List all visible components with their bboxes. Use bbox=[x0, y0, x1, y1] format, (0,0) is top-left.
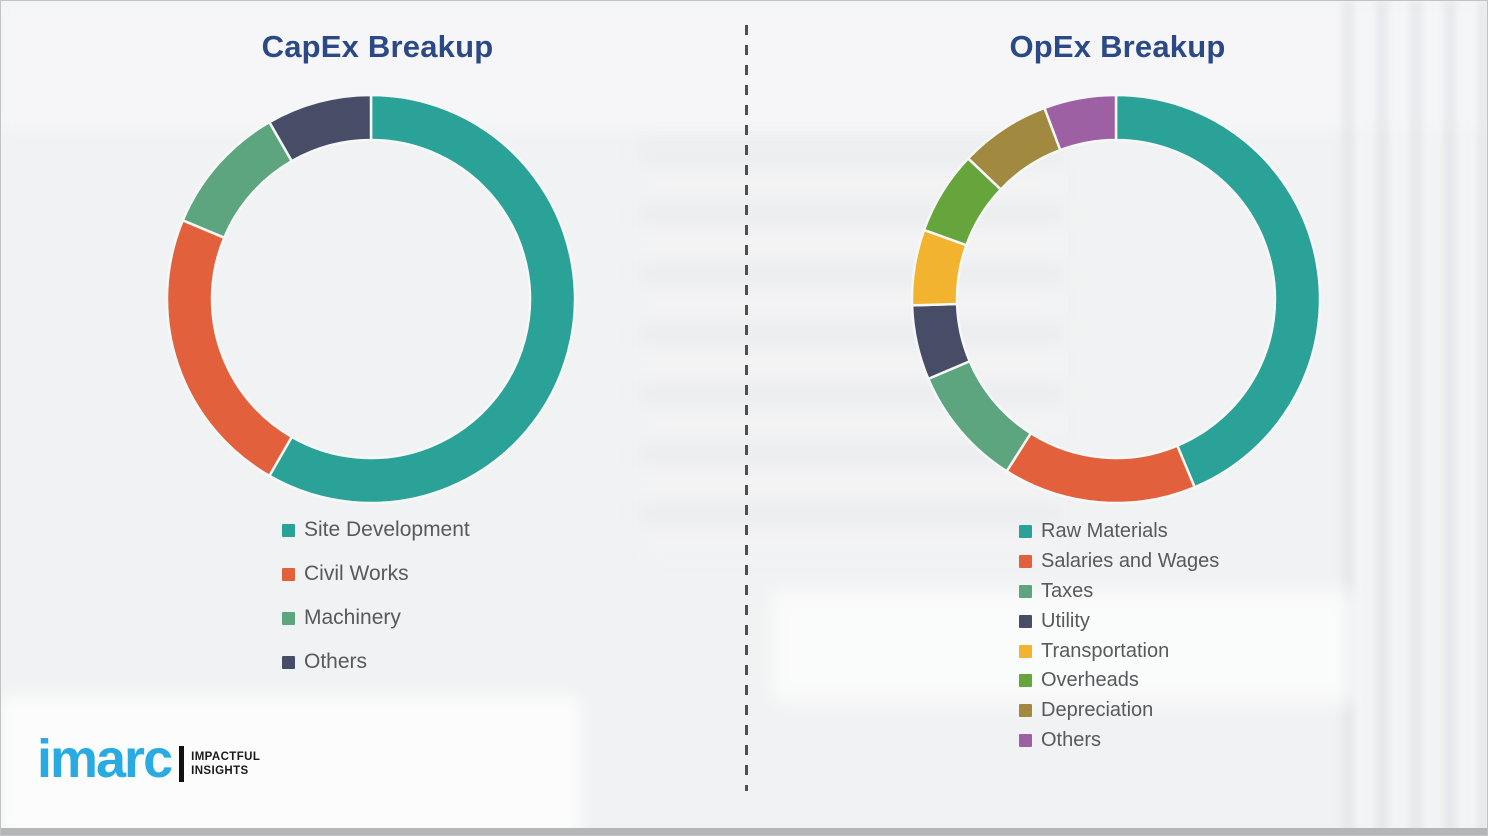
imarc-logo-tagline: IMPACTFUL INSIGHTS bbox=[191, 750, 260, 779]
donut-slice-site-development bbox=[268, 93, 577, 505]
opex-legend: Raw Materials Salaries and Wages Taxes Util… bbox=[1019, 517, 1219, 755]
vertical-dashed-divider bbox=[745, 25, 748, 791]
tagline-line-2: INSIGHTS bbox=[191, 765, 249, 777]
background-watermark bbox=[1341, 1, 1487, 835]
imarc-logo: imarc IMPACTFUL INSIGHTS bbox=[37, 732, 260, 786]
capex-legend: Site Development Civil Works Machinery Othe… bbox=[282, 508, 470, 684]
legend-item-machinery: Machinery bbox=[282, 596, 470, 640]
legend-item-utility: Utility bbox=[1019, 606, 1219, 636]
capex-chart-title: CapEx Breakup bbox=[261, 29, 494, 64]
legend-item-overheads: Overheads bbox=[1019, 666, 1219, 696]
legend-label: Others bbox=[1041, 728, 1102, 751]
legend-marker bbox=[282, 655, 295, 669]
donut-slice-taxes bbox=[927, 359, 1033, 473]
legend-label: Utility bbox=[1041, 609, 1090, 632]
legend-marker bbox=[1019, 614, 1032, 628]
legend-item-raw-materials: Raw Materials bbox=[1019, 517, 1219, 547]
legend-marker bbox=[282, 523, 295, 537]
tagline-line-1: IMPACTFUL bbox=[191, 750, 261, 763]
legend-marker bbox=[1019, 584, 1032, 598]
legend-marker bbox=[282, 611, 295, 625]
legend-item-others: Others bbox=[282, 640, 470, 684]
donut-slice-others bbox=[1043, 93, 1118, 152]
legend-item-depreciation: Depreciation bbox=[1019, 696, 1219, 726]
legend-marker bbox=[1019, 674, 1032, 688]
donut-slice-machinery bbox=[181, 120, 294, 239]
legend-label: Civil Works bbox=[304, 562, 409, 585]
donut-slice-civil-works bbox=[165, 219, 294, 478]
legend-item-others: Others bbox=[1019, 726, 1219, 756]
legend-label: Depreciation bbox=[1041, 699, 1154, 722]
logo-divider-bar bbox=[179, 746, 185, 782]
legend-item-civil-works: Civil Works bbox=[282, 552, 470, 596]
legend-label: Taxes bbox=[1041, 579, 1094, 602]
bottom-edge-strip bbox=[1, 828, 1487, 835]
donut-slice-raw-materials bbox=[1114, 93, 1322, 489]
legend-item-transportation: Transportation bbox=[1019, 636, 1219, 666]
legend-marker bbox=[282, 567, 295, 581]
legend-marker bbox=[1019, 644, 1032, 658]
legend-label: Raw Materials bbox=[1041, 520, 1168, 543]
donut-slice-salaries-and-wages bbox=[1005, 432, 1196, 505]
donut-slice-others bbox=[268, 93, 373, 163]
capex-donut-chart bbox=[165, 93, 577, 505]
imarc-logo-wordmark: imarc bbox=[37, 729, 173, 789]
opex-chart-title: OpEx Breakup bbox=[1009, 29, 1226, 64]
legend-marker bbox=[1019, 525, 1032, 539]
legend-marker bbox=[1019, 555, 1032, 569]
legend-label: Machinery bbox=[304, 606, 401, 629]
legend-item-salaries-and-wages: Salaries and Wages bbox=[1019, 547, 1219, 577]
legend-label: Overheads bbox=[1041, 669, 1139, 692]
legend-label: Others bbox=[304, 650, 368, 673]
legend-marker bbox=[1019, 704, 1032, 718]
legend-item-taxes: Taxes bbox=[1019, 577, 1219, 607]
legend-marker bbox=[1019, 733, 1032, 747]
legend-label: Salaries and Wages bbox=[1041, 550, 1220, 573]
legend-label: Transportation bbox=[1041, 639, 1170, 662]
legend-item-site-development: Site Development bbox=[282, 508, 470, 552]
legend-label: Site Development bbox=[304, 518, 470, 541]
opex-donut-chart bbox=[910, 93, 1322, 505]
